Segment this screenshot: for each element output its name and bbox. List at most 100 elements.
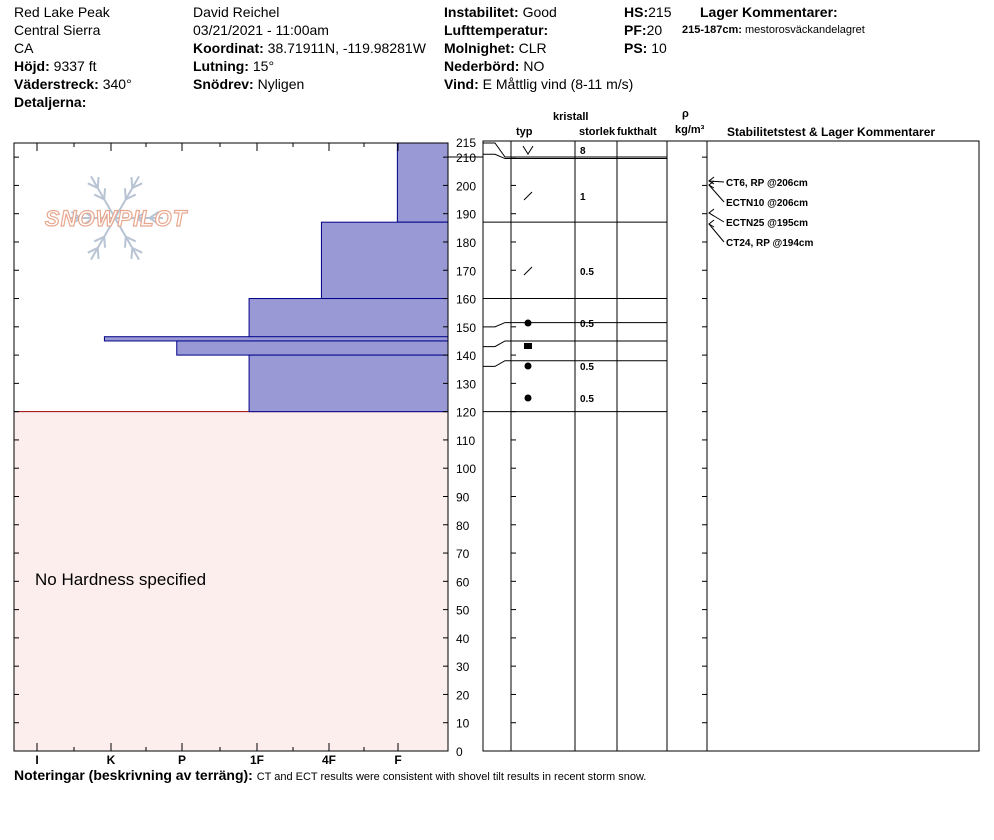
grain-size-label: 0.5 — [580, 267, 594, 278]
hardness-bar — [248, 354, 449, 413]
no-hardness-label: No Hardness specified — [35, 570, 206, 589]
layer-leader-line — [483, 142, 511, 158]
stability-test-label: ECTN25 @195cm — [726, 218, 808, 229]
elevation-value: 9337 ft — [53, 58, 97, 74]
stability-test-arrowhead — [708, 180, 715, 189]
snowflake-branch — [87, 182, 99, 189]
hardness-label: P — [178, 753, 186, 767]
col-density: kg/m³ — [675, 124, 705, 136]
grain-size-label: 1 — [580, 192, 586, 203]
y-axis-label: 180 — [456, 236, 476, 250]
col-type: typ — [516, 126, 533, 138]
y-axis-label: 20 — [456, 688, 470, 702]
y-axis-label: 80 — [456, 519, 470, 533]
col-stability: Stabilitetstest & Lager Kommentarer — [727, 125, 936, 139]
slope: Lutning: 15° — [193, 58, 274, 74]
observer: David Reichel — [193, 4, 280, 20]
col-rho: ρ — [682, 108, 689, 120]
grain-size-label: 0.5 — [580, 362, 594, 373]
stability-test-arrowhead — [708, 219, 715, 228]
snowflake-branch — [93, 193, 105, 201]
y-axis-label: 210 — [456, 151, 476, 165]
sky-label: Molnighet: — [444, 40, 515, 56]
y-axis-label: 170 — [456, 264, 476, 278]
y-axis-label: 30 — [456, 660, 470, 674]
snowflake-arm — [90, 175, 116, 219]
snowflake-branch — [131, 247, 143, 254]
hardness-label: F — [394, 753, 401, 767]
notes-label: Noteringar (beskrivning av terräng): — [14, 767, 253, 783]
layer-comments-label: Lager Kommentarer: — [700, 4, 838, 20]
snowflake-branch — [70, 210, 82, 219]
col-size: storlek — [579, 126, 616, 138]
snowflake-branch — [148, 210, 160, 219]
elevation-label: Höjd: — [14, 58, 50, 74]
layer-leader-line — [483, 340, 511, 348]
grain-round-icon — [524, 319, 532, 327]
ps-value: 10 — [651, 40, 667, 56]
layer-comment-text: mestorosväckandelagret — [745, 24, 865, 36]
snowflake-branch — [83, 217, 94, 226]
grain-facet-icon — [524, 343, 532, 349]
sky: Molnighet: CLR — [444, 40, 547, 56]
y-axis-label: 160 — [456, 293, 476, 307]
y-axis-label: 0 — [456, 745, 463, 759]
ps: PS: 10 — [624, 40, 667, 56]
snowflake-branch — [136, 210, 147, 219]
location: Red Lake Peak — [14, 4, 110, 20]
grain-round-icon — [524, 362, 532, 370]
pf-label: PF: — [624, 22, 647, 38]
wind: Vind: E Måttlig vind (8-11 m/s) — [444, 76, 633, 92]
snowflake-branch — [123, 236, 127, 248]
instability-label: Instabilitet: — [444, 4, 519, 20]
slope-label: Lutning: — [193, 58, 249, 74]
hardness-bar — [103, 336, 449, 342]
layer-leader-line — [483, 153, 511, 160]
y-axis-label: 130 — [456, 377, 476, 391]
snowflake-branch — [125, 193, 137, 201]
grain-size-label: 8 — [580, 146, 586, 157]
layer-comment: 215-187cm: mestorosväckandelagret — [682, 24, 865, 37]
aspect: Väderstreck: 340° — [14, 76, 132, 92]
y-axis-label: 215 — [456, 136, 476, 150]
y-axis-label: 90 — [456, 490, 470, 504]
snowflake-branch — [131, 182, 143, 189]
slope-value: 15° — [252, 58, 275, 74]
airtemp-label: Lufttemperatur: — [444, 22, 549, 38]
instability: Instabilitet: Good — [444, 4, 557, 20]
precip: Nederbörd: NO — [444, 58, 544, 74]
grain-round-icon — [524, 394, 532, 402]
stability-test-arrowhead — [708, 176, 715, 185]
col-moisture: fukthalt — [617, 126, 657, 138]
y-axis-label: 200 — [456, 179, 476, 193]
drift-label: Snödrev: — [193, 76, 254, 92]
hardness-label: I — [35, 753, 38, 767]
stability-test-arrow — [708, 223, 725, 243]
snowflake-arm — [114, 175, 140, 219]
stability-test-arrow — [708, 184, 725, 203]
snowflake-arm — [90, 217, 116, 261]
snowflake-branch — [87, 247, 99, 254]
aspect-value: 340° — [102, 76, 132, 92]
snowflake-branch — [70, 217, 82, 226]
hs-label: HS: — [624, 4, 649, 20]
instability-value: Good — [522, 4, 557, 20]
wind-value: E Måttlig vind (8-11 m/s) — [482, 76, 634, 92]
no-hardness-region — [14, 411, 448, 751]
snowflake-branch — [130, 177, 134, 189]
hardness-bar — [320, 221, 449, 300]
snowflake-branch — [103, 188, 107, 200]
coordinates: Koordinat: 38.71911N, -119.98281W — [193, 40, 426, 56]
drift-value: Nyligen — [257, 76, 305, 92]
hardness-bar — [396, 142, 449, 223]
hardness-label: 1F — [250, 753, 264, 767]
snowpilot-snowflake-icon — [67, 175, 163, 261]
state: CA — [14, 40, 34, 56]
y-axis-label: 40 — [456, 632, 470, 646]
hardness-label: K — [107, 753, 116, 767]
snowflake-branch — [148, 217, 160, 226]
grain-precip-icon — [522, 145, 534, 155]
stability-test-label: ECTN10 @206cm — [726, 198, 808, 209]
snowflake-branch — [103, 236, 107, 248]
